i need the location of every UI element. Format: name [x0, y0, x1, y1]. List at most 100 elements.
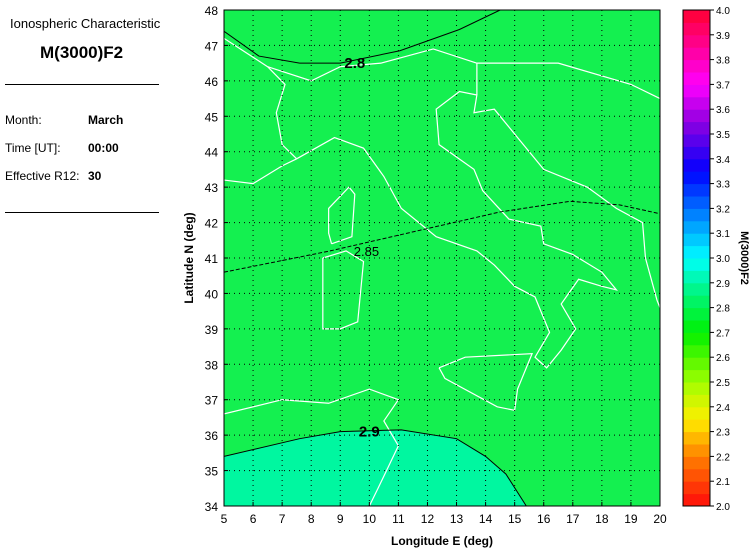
colorbar-band: [683, 369, 710, 383]
colorbar-tick-label: 3.9: [716, 31, 730, 42]
coastline: [438, 353, 534, 412]
colorbar-band: [683, 468, 710, 482]
colorbar-band: [683, 208, 710, 222]
colorbar-band: [683, 171, 710, 185]
colorbar-band: [683, 481, 710, 495]
colorbar-tick-label: 2.7: [716, 328, 730, 339]
y-tick-label: 35: [205, 465, 219, 479]
colorbar-band: [683, 444, 710, 457]
colorbar-band: [683, 109, 710, 123]
colorbar-band: [683, 295, 710, 309]
y-tick-label: 47: [205, 39, 219, 53]
colorbar-tick-label: 4.0: [716, 6, 730, 17]
colorbar-tick-label: 3.0: [716, 254, 730, 265]
contour-label: 2.8: [344, 55, 365, 72]
colorbar-tick-label: 2.2: [716, 452, 730, 463]
coastline: [476, 62, 660, 100]
x-tick-label: 8: [308, 512, 315, 526]
colorbar-tick-label: 2.1: [716, 477, 730, 488]
y-tick-label: 42: [205, 217, 219, 231]
colorbar-tick-label: 2.8: [716, 304, 730, 315]
colorbar-band: [683, 72, 710, 85]
x-tick-label: 17: [566, 512, 580, 526]
month-value: March: [88, 113, 124, 127]
colorbar-band: [683, 34, 710, 48]
x-tick-label: 6: [250, 512, 257, 526]
colorbar-tick-label: 3.1: [716, 229, 730, 240]
x-tick-label: 16: [537, 512, 551, 526]
x-tick-label: 10: [363, 512, 377, 526]
contour-line-2.85: [224, 200, 660, 273]
x-tick-label: 12: [421, 512, 435, 526]
colorbar-tick-label: 3.4: [716, 155, 730, 166]
colorbar-band: [683, 22, 710, 36]
contour-line-2.9: [224, 429, 527, 506]
colorbar-band: [683, 220, 710, 234]
month-label: Month:: [5, 113, 42, 127]
y-tick-label: 36: [205, 429, 219, 443]
colorbar-band: [683, 382, 710, 395]
contour-label: 2.9: [359, 424, 380, 441]
y-tick-label: 34: [205, 500, 219, 514]
contour-label: 2.85: [354, 244, 379, 259]
y-axis-label: Latitude N (deg): [182, 212, 196, 303]
colorbar-label: M(3000)F2: [738, 231, 750, 285]
x-tick-label: 11: [392, 512, 405, 526]
x-tick-label: 19: [624, 512, 638, 526]
coastline: [224, 90, 660, 369]
colorbar-band: [683, 59, 710, 73]
colorbar-band: [683, 320, 710, 333]
colorbar-tick-label: 3.8: [716, 56, 730, 67]
y-tick-label: 46: [205, 75, 219, 89]
time-label: Time [UT]:: [5, 141, 61, 155]
x-tick-label: 15: [508, 512, 522, 526]
r12-label: Effective R12:: [5, 169, 80, 183]
colorbar-band: [683, 146, 710, 160]
x-tick-label: 9: [337, 512, 344, 526]
coastline: [322, 250, 365, 330]
colorbar-band: [683, 134, 710, 147]
colorbar-tick-label: 3.7: [716, 80, 730, 91]
coastline: [328, 186, 356, 245]
colorbar-tick-label: 3.6: [716, 105, 730, 116]
y-tick-label: 43: [205, 181, 219, 195]
y-tick-label: 44: [205, 146, 219, 160]
colorbar-band: [683, 121, 710, 135]
colorbar-band: [683, 332, 710, 346]
colorbar-band: [683, 47, 710, 61]
colorbar-band: [683, 357, 710, 371]
y-tick-label: 38: [205, 358, 219, 372]
colorbar-tick-label: 3.2: [716, 204, 730, 215]
colorbar-tick-label: 3.5: [716, 130, 730, 141]
y-tick-label: 39: [205, 323, 219, 337]
colorbar-band: [683, 456, 710, 470]
colorbar-tick-label: 2.4: [716, 403, 730, 414]
colorbar-band: [683, 344, 710, 358]
y-tick-label: 40: [205, 287, 219, 301]
colorbar-band: [683, 84, 710, 98]
colorbar-band: [683, 258, 710, 271]
y-tick-label: 48: [205, 4, 219, 18]
colorbar-band: [683, 419, 710, 433]
colorbar-band: [683, 394, 710, 408]
contour-line-2.8: [224, 10, 501, 64]
colorbar-band: [683, 233, 710, 247]
panel-heading: Ionospheric Characteristic: [10, 16, 161, 31]
colorbar-band: [683, 10, 710, 23]
coastline: [224, 388, 400, 506]
time-value: 00:00: [88, 141, 119, 155]
colorbar-tick-label: 2.6: [716, 353, 730, 364]
divider: [5, 84, 159, 85]
colorbar-band: [683, 245, 710, 259]
x-tick-label: 20: [653, 512, 667, 526]
y-tick-label: 37: [205, 394, 219, 408]
colorbar-band: [683, 270, 710, 284]
colorbar-band: [683, 431, 710, 445]
characteristic-title: M(3000)F2: [40, 43, 124, 62]
x-tick-label: 5: [221, 512, 228, 526]
x-tick-label: 13: [450, 512, 464, 526]
colorbar-tick-label: 2.3: [716, 428, 730, 439]
x-tick-label: 7: [279, 512, 286, 526]
colorbar-band: [683, 183, 710, 197]
